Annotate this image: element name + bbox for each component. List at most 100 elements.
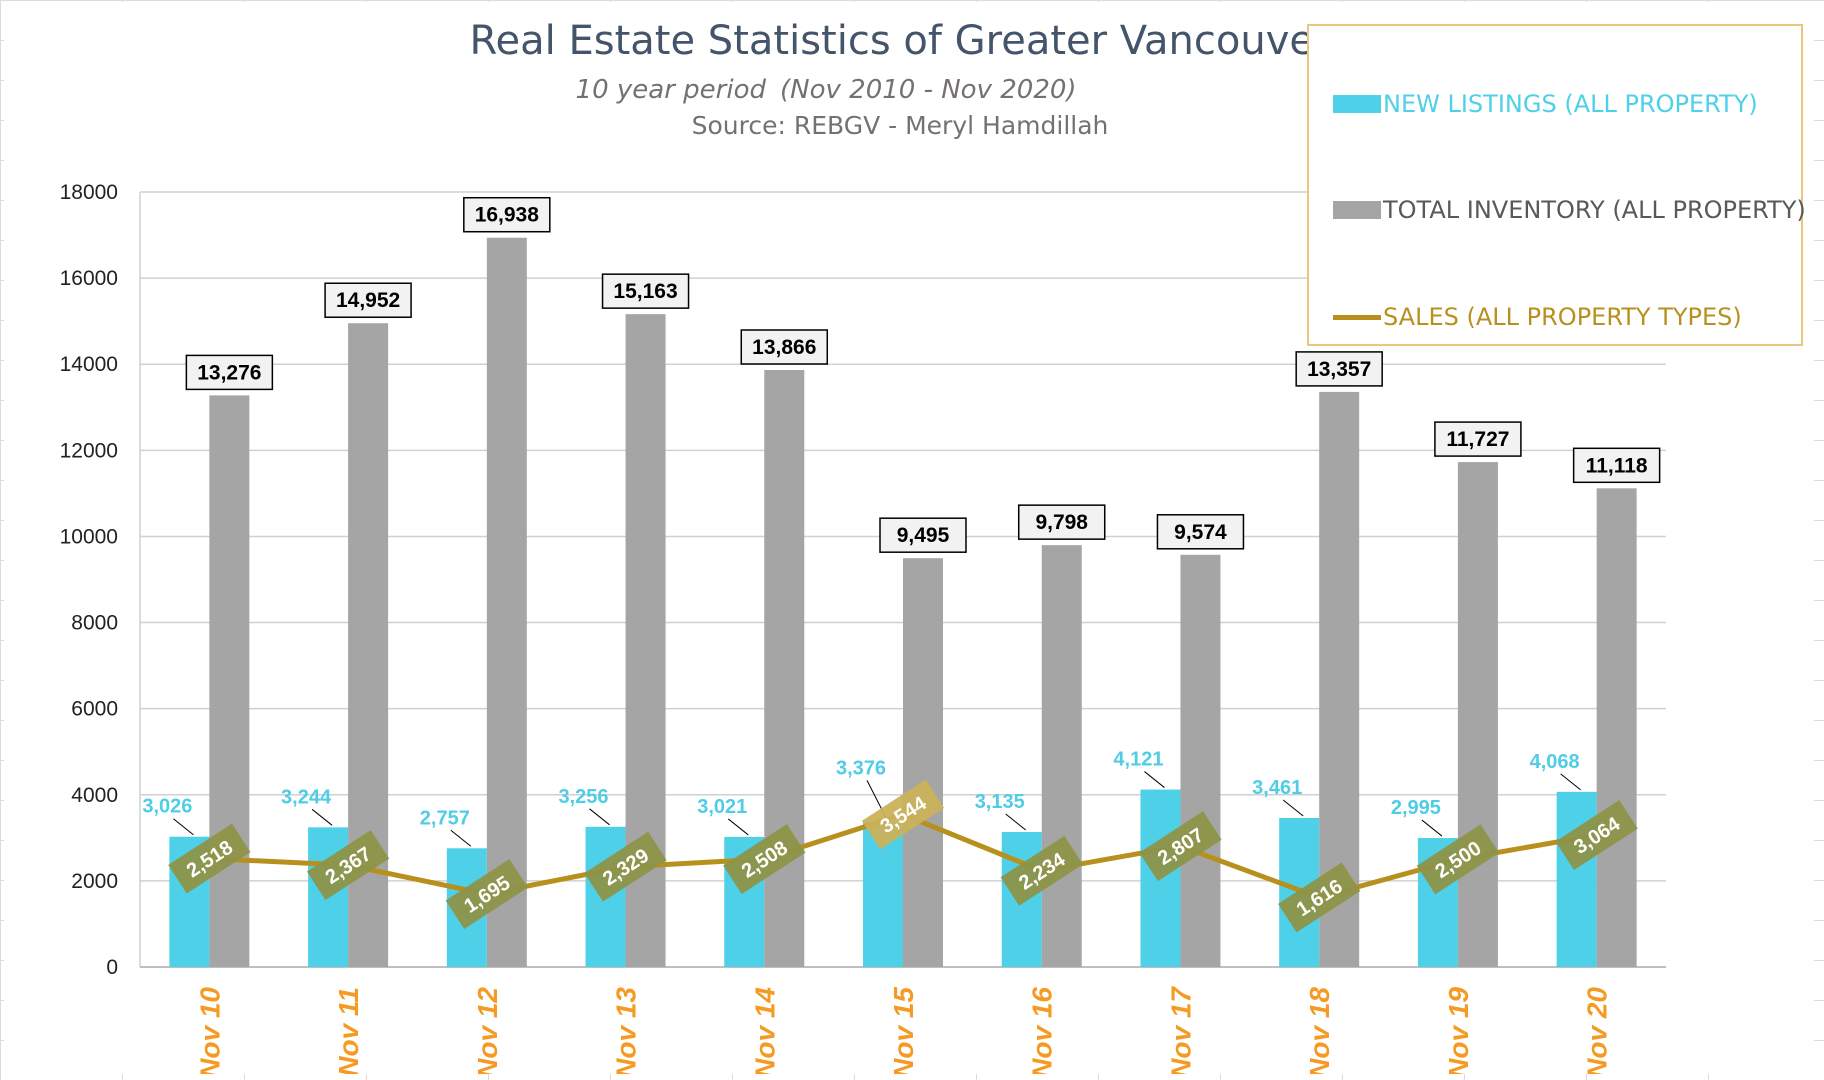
x-tick-label: Nov 13 — [611, 987, 642, 1074]
bar-total-inventory — [209, 395, 250, 968]
sales-label-box — [584, 831, 667, 902]
x-tick-label: Nov 19 — [1443, 987, 1474, 1074]
inventory-data-label: 11,727 — [1434, 421, 1522, 457]
new-listings-data-label: 2,995 — [1391, 797, 1441, 819]
new-listings-leader-line — [1421, 819, 1443, 837]
legend-label-total-inventory: TOTAL INVENTORY (ALL PROPERTY) — [1383, 196, 1806, 224]
bar-total-inventory — [903, 558, 943, 967]
y-tick-label: 14000 — [60, 353, 118, 376]
chart-legend: NEW LISTINGS (ALL PROPERTY) TOTAL INVENT… — [1307, 24, 1806, 346]
sales-label-box — [1416, 824, 1500, 895]
inventory-data-label: 9,495 — [879, 517, 967, 553]
new-listings-leader-line — [589, 808, 610, 826]
bar-total-inventory — [764, 369, 805, 967]
bar-total-inventory — [1596, 488, 1637, 967]
inventory-label-text: 9,574 — [1174, 521, 1227, 544]
sales-label-box — [1278, 862, 1361, 933]
legend-label-sales: SALES (ALL PROPERTY TYPES) — [1383, 303, 1742, 331]
inventory-label-text: 11,727 — [1446, 428, 1509, 451]
inventory-label-box — [1572, 447, 1661, 484]
inventory-data-label: 14,952 — [324, 282, 412, 318]
inventory-label-box — [879, 517, 967, 553]
legend-swatch-new-listings — [1333, 95, 1381, 113]
inventory-data-label: 13,357 — [1295, 351, 1383, 387]
sales-label-box — [723, 824, 806, 894]
sales-label-box — [1555, 800, 1638, 871]
new-listings-leader-line — [1005, 813, 1027, 831]
inventory-label-text: 13,866 — [752, 336, 816, 359]
inventory-data-label: 11,118 — [1572, 447, 1661, 484]
x-tick-label: Nov 18 — [1304, 987, 1335, 1074]
new-listings-data-label: 3,244 — [281, 786, 332, 808]
legend-item-total-inventory: TOTAL INVENTORY (ALL PROPERTY) — [1333, 196, 1806, 224]
new-listings-data-label: 3,376 — [836, 757, 886, 779]
inventory-label-text: 16,938 — [475, 204, 540, 227]
x-tick-label: Nov 17 — [1165, 986, 1196, 1074]
x-tick-label: Nov 14 — [749, 987, 780, 1074]
new-listings-data-label: 4,121 — [1113, 749, 1163, 771]
sales-label-box — [1139, 811, 1222, 882]
chart-svg: Real Estate Statistics of Greater Vancou… — [60, 18, 1666, 1074]
new-listings-leader-line — [450, 829, 472, 847]
chart-title: Real Estate Statistics of Greater Vancou… — [470, 18, 1331, 64]
sales-label-box — [445, 859, 528, 929]
chart-subtitle-range: (Nov 2010 - Nov 2020) — [780, 75, 1077, 105]
y-axis-ticks: 0 2000 4000 6000 8000 10000 12000 14000 16000 180… — [60, 181, 118, 979]
inventory-label-box — [1017, 504, 1106, 540]
new-listings-data-label: 3,461 — [1252, 777, 1302, 799]
bars — [169, 237, 1637, 968]
x-tick-label: Nov 15 — [888, 987, 919, 1074]
bar-total-inventory — [1457, 462, 1498, 967]
sales-label-box — [861, 779, 945, 850]
inventory-label-box — [463, 196, 551, 233]
sales-label-box — [168, 823, 251, 894]
inventory-label-text: 9,495 — [897, 524, 950, 547]
inventory-data-label: 9,574 — [1156, 514, 1245, 550]
legend-swatch-total-inventory — [1333, 201, 1381, 219]
y-tick-label: 18000 — [60, 181, 118, 204]
bar-total-inventory — [1041, 545, 1082, 967]
inventory-label-box — [185, 354, 274, 391]
new-listings-data-label: 3,256 — [559, 786, 609, 808]
label-leader-lines — [173, 771, 1581, 847]
x-tick-label: Nov 10 — [194, 987, 225, 1074]
inventory-label-box — [740, 329, 829, 365]
bar-total-inventory — [1180, 554, 1221, 967]
new-listings-leader-line — [1560, 773, 1581, 791]
y-tick-label: 8000 — [71, 612, 118, 635]
y-tick-label: 6000 — [71, 698, 118, 721]
x-tick-label: Nov 12 — [472, 987, 503, 1074]
y-tick-label: 2000 — [71, 870, 118, 893]
inventory-label-text: 14,952 — [336, 289, 400, 312]
new-listings-leader-line — [727, 818, 749, 836]
y-tick-label: 12000 — [60, 439, 118, 462]
inventory-label-box — [1295, 351, 1383, 387]
new-listings-data-label: 3,135 — [975, 791, 1025, 813]
new-listings-data-label: 3,021 — [697, 796, 747, 818]
inventory-label-box — [324, 282, 412, 318]
y-tick-label: 0 — [106, 956, 118, 979]
y-tick-label: 16000 — [60, 267, 118, 290]
new-listings-data-label: 2,757 — [420, 807, 470, 829]
new-listings-data-label: 3,026 — [142, 796, 192, 818]
inventory-data-label: 13,276 — [185, 354, 274, 391]
bar-new-listings — [1556, 791, 1597, 967]
chart-subtitle-period: 10 year period — [576, 75, 767, 105]
bar-total-inventory — [486, 237, 527, 968]
inventory-data-label: 16,938 — [463, 196, 551, 233]
new-listings-leader-line — [311, 808, 333, 826]
legend-line-sales — [1333, 314, 1381, 320]
sales-data-label: 1,695 — [445, 859, 528, 929]
new-listings-leader-line — [1282, 799, 1304, 817]
inventory-data-label: 13,866 — [740, 329, 829, 365]
new-listings-data-label: 4,068 — [1530, 751, 1580, 773]
legend-item-new-listings: NEW LISTINGS (ALL PROPERTY) — [1333, 90, 1758, 118]
y-tick-label: 10000 — [60, 525, 118, 548]
inventory-label-box — [1156, 514, 1245, 550]
inventory-label-box — [601, 273, 690, 309]
sales-label-box — [1000, 835, 1083, 906]
inventory-label-text: 11,118 — [1586, 454, 1648, 477]
new-listings-leader-line — [173, 818, 194, 836]
x-axis-ticks: Nov 10 Nov 11 Nov 12 Nov 13 Nov 14 Nov 15 Nov … — [194, 986, 1612, 1074]
inventory-label-text: 9,798 — [1035, 511, 1088, 534]
